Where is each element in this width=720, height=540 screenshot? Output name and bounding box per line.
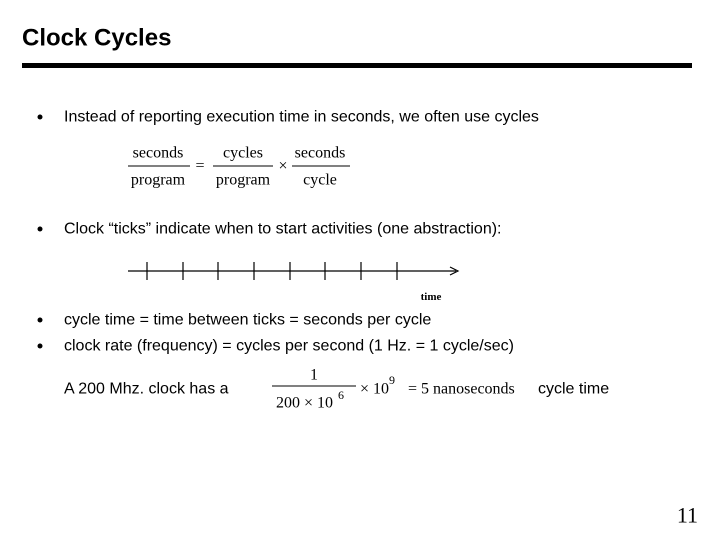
page-number: 11 bbox=[677, 503, 698, 528]
example-prefix: A 200 Mhz. clock has a bbox=[64, 381, 229, 398]
bullet: Clock “ticks” indicate when to start act… bbox=[64, 221, 502, 238]
exponent: 6 bbox=[338, 388, 344, 402]
timeline bbox=[128, 262, 460, 280]
numerator: 1 bbox=[310, 367, 318, 384]
time-label: time bbox=[421, 291, 442, 303]
exponent: 9 bbox=[389, 373, 395, 387]
title: Clock Cycles bbox=[22, 25, 171, 52]
bullet: Instead of reporting execution time in s… bbox=[64, 109, 539, 126]
result: = 5 nanoseconds bbox=[408, 381, 515, 398]
numerator: cycles bbox=[223, 145, 263, 162]
arrow-head bbox=[449, 266, 460, 276]
operator: = bbox=[195, 158, 204, 175]
title-rule bbox=[22, 63, 692, 68]
denominator: program bbox=[216, 172, 271, 189]
denominator: program bbox=[131, 172, 186, 189]
bullet: clock rate (frequency) = cycles per seco… bbox=[64, 338, 514, 355]
denominator: 200 × 10 bbox=[276, 395, 333, 412]
bullet-dot bbox=[37, 114, 43, 120]
numerator: seconds bbox=[295, 145, 346, 162]
denominator: cycle bbox=[303, 172, 337, 189]
bullet: cycle time = time between ticks = second… bbox=[64, 312, 431, 329]
operator: × bbox=[278, 158, 287, 175]
example-formula: 1 200 × 10 6 × 10 9 = 5 nanoseconds bbox=[272, 367, 515, 412]
bullet-dot bbox=[37, 226, 43, 232]
example-suffix: cycle time bbox=[538, 381, 609, 398]
numerator: seconds bbox=[133, 145, 184, 162]
operator: × 10 bbox=[360, 381, 389, 398]
bullet-dot bbox=[37, 317, 43, 323]
bullet-dot bbox=[37, 343, 43, 349]
formula: seconds program = cycles program × secon… bbox=[128, 145, 350, 189]
